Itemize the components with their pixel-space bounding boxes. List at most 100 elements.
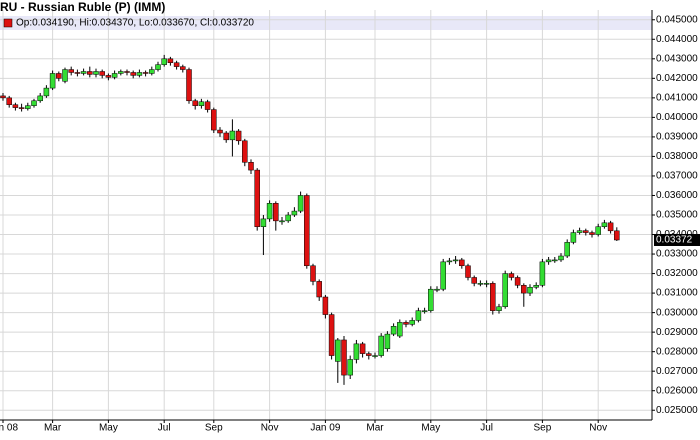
candle-body: [496, 306, 502, 311]
candle-body: [62, 69, 68, 82]
candle-body: [341, 339, 347, 376]
candle-body: [514, 277, 521, 286]
candle-body: [440, 261, 446, 290]
candle-body: [118, 71, 124, 74]
candle-body: [359, 343, 366, 354]
candle-body: [483, 283, 490, 285]
legend-swatch: [3, 18, 13, 28]
y-tick-label: 0.025000: [656, 405, 698, 416]
candle-body: [155, 64, 161, 70]
x-tick-label: Jan 09: [310, 423, 340, 434]
candle-body: [93, 71, 99, 75]
candle-body: [589, 232, 595, 235]
y-tick-label: 0.044000: [656, 34, 698, 45]
candle-body: [304, 195, 310, 267]
candle-body: [49, 73, 56, 89]
candle-body: [434, 288, 440, 291]
candle-body: [446, 260, 453, 263]
candle-body: [80, 71, 87, 74]
candle-body: [545, 259, 552, 263]
x-tick-label: May: [99, 423, 118, 434]
ohlc-label: Op:0.034190, Hi:0.034370, Lo:0.033670, C…: [16, 18, 254, 29]
y-tick-label: 0.040000: [656, 112, 698, 123]
candle-body: [322, 296, 329, 315]
y-tick-label: 0.042000: [656, 73, 698, 84]
x-tick-label: Mar: [44, 423, 62, 434]
candle-body: [502, 273, 508, 308]
candle-body: [421, 310, 428, 312]
candle-body: [328, 314, 335, 356]
candle-body: [161, 58, 167, 65]
last-price-label: 0.03372: [656, 235, 693, 246]
candle-body: [6, 97, 12, 105]
candle-body: [12, 104, 19, 108]
candle-body: [310, 265, 316, 282]
candle-body: [74, 72, 81, 74]
candle-body: [111, 73, 118, 78]
axis: 0.025000 0.026000 0.027000 0.028000 0.029000…: [0, 14, 700, 434]
x-tick-label: Nov: [261, 423, 279, 434]
candle-body: [37, 95, 43, 102]
candle-body: [539, 261, 546, 286]
candle-body: [68, 69, 74, 73]
chart-title: RU - Russian Ruble (P) (IMM): [0, 0, 165, 14]
candle-body: [552, 259, 558, 262]
candle-body: [186, 69, 192, 102]
candle-body: [459, 259, 465, 267]
candle-body: [229, 130, 236, 141]
candle-body: [378, 335, 384, 356]
candles: [0, 54, 620, 385]
candle-body: [235, 130, 242, 142]
y-tick-label: 0.039000: [656, 132, 698, 143]
y-tick-label: 0.028000: [656, 346, 698, 357]
candle-body: [570, 232, 577, 243]
candle-body: [242, 140, 248, 163]
candle-body: [614, 230, 620, 241]
candle-body: [297, 195, 304, 212]
candle-body: [167, 58, 174, 63]
candle-body: [533, 285, 539, 288]
candle-body: [285, 214, 291, 222]
candle-body: [477, 283, 484, 285]
candle-body: [217, 129, 223, 134]
candle-body: [279, 220, 285, 223]
candle-body: [248, 162, 254, 171]
candle-body: [316, 281, 322, 298]
x-tick-label: Sep: [205, 423, 223, 434]
y-tick-label: 0.029000: [656, 327, 698, 338]
candle-body: [192, 100, 198, 106]
candle-body: [223, 132, 229, 141]
y-tick-label: 0.026000: [656, 385, 698, 396]
candle-body: [291, 210, 298, 216]
candle-body: [124, 71, 130, 73]
candle-body: [409, 320, 415, 325]
candle-body: [527, 286, 533, 294]
candle-body: [99, 71, 105, 76]
candle-body: [583, 230, 589, 233]
candle-body: [465, 265, 471, 278]
candle-body: [347, 359, 353, 376]
x-tick-label: Sep: [534, 423, 552, 434]
candle-body: [521, 285, 527, 294]
y-tick-label: 0.030000: [656, 307, 698, 318]
candle-body: [56, 73, 62, 79]
candle-body: [595, 226, 601, 235]
candle-body: [18, 107, 25, 109]
y-tick-label: 0.035000: [656, 210, 698, 221]
candle-body: [149, 69, 155, 74]
candle-body: [31, 100, 37, 106]
candle-body: [260, 218, 267, 227]
candle-body: [366, 353, 372, 356]
candle-body: [180, 66, 186, 70]
candle-body: [558, 255, 564, 261]
candle-body: [273, 203, 279, 222]
x-tick-label: May: [421, 423, 440, 434]
candle-body: [607, 222, 614, 232]
candle-body: [198, 101, 205, 106]
x-tick-label: Jul: [158, 423, 171, 434]
candle-body: [204, 101, 211, 110]
candle-body: [428, 288, 434, 311]
candle-body: [471, 277, 477, 284]
y-tick-label: 0.033000: [656, 249, 698, 260]
